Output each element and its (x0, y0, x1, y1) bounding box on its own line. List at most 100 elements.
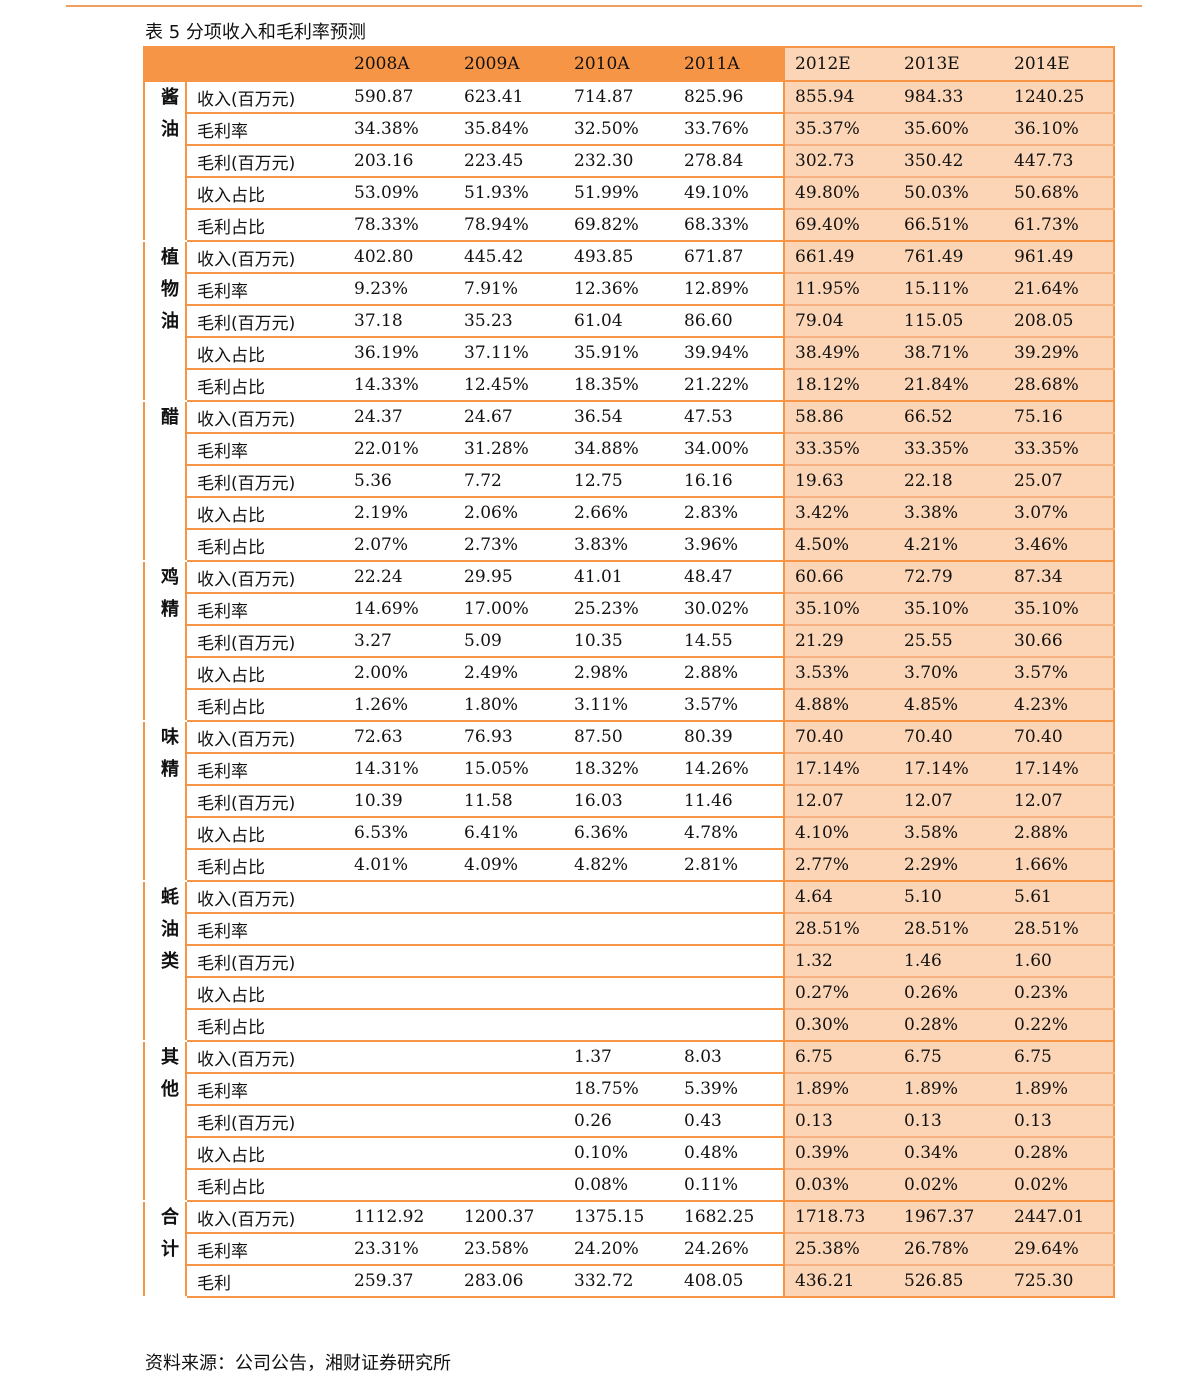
table-row: 毛利(百万元) 37.18 35.23 61.04 86.60 79.04 115.05 20… (144, 305, 1114, 338)
table-row: 毛利(百万元) 1.32 1.46 1.60 (144, 945, 1114, 978)
actual-value-cell: 0.26 (564, 1105, 674, 1138)
actual-value-cell: 223.45 (454, 145, 564, 178)
actual-value-cell: 18.35% (564, 369, 674, 402)
segment-label: 合计 (144, 1201, 187, 1298)
metric-label: 毛利占比 (186, 1169, 344, 1202)
metric-label: 毛利(百万元) (186, 145, 344, 178)
segment-label: 酱油 (144, 81, 187, 242)
estimate-value-cell: 1.32 (783, 945, 894, 978)
segment-name: 酱油 (161, 87, 179, 140)
estimate-value-cell: 38.49% (783, 337, 894, 370)
table-body: 2008A 2009A 2010A 2011A 2012E 2013E 2014E 酱油 收入(… (144, 47, 1114, 1298)
estimate-value-cell: 28.51% (783, 913, 894, 946)
actual-value-cell: 72.63 (344, 721, 454, 754)
estimate-value-cell: 0.13 (1004, 1105, 1114, 1138)
actual-value-cell: 6.36% (564, 817, 674, 850)
estimate-value-cell: 28.51% (1004, 913, 1114, 946)
estimate-value-cell: 208.05 (1004, 305, 1114, 338)
metric-label: 毛利率 (186, 593, 344, 626)
estimate-value-cell: 6.75 (1004, 1041, 1114, 1074)
metric-label: 收入(百万元) (186, 561, 344, 594)
metric-label: 毛利率 (186, 433, 344, 466)
actual-value-cell: 1.80% (454, 689, 564, 722)
table-row: 收入占比 2.19% 2.06% 2.66% 2.83% 3.42% 3.38% 3.07% (144, 497, 1114, 530)
estimate-value-cell: 3.53% (783, 657, 894, 690)
actual-value-cell: 51.93% (454, 177, 564, 210)
actual-value-cell (344, 881, 454, 914)
estimate-value-cell: 761.49 (894, 241, 1004, 274)
estimate-value-cell: 661.49 (783, 241, 894, 274)
actual-value-cell: 30.02% (674, 593, 784, 626)
table-row: 毛利占比 0.30% 0.28% 0.22% (144, 1009, 1114, 1042)
estimate-value-cell: 35.10% (1004, 593, 1114, 626)
actual-value-cell (344, 913, 454, 946)
actual-value-cell: 402.80 (344, 241, 454, 274)
actual-value-cell: 7.72 (454, 465, 564, 498)
actual-value-cell (564, 913, 674, 946)
actual-value-cell: 17.00% (454, 593, 564, 626)
actual-value-cell (454, 977, 564, 1010)
actual-value-cell: 15.05% (454, 753, 564, 786)
metric-label: 收入占比 (186, 1137, 344, 1170)
estimate-value-cell: 4.50% (783, 529, 894, 562)
table-row: 毛利率 23.31% 23.58% 24.20% 24.26% 25.38% 26.78% 2… (144, 1233, 1114, 1266)
estimate-value-cell: 984.33 (894, 81, 1004, 114)
actual-value-cell (344, 1169, 454, 1202)
table-row: 蚝油类 收入(百万元) 4.64 5.10 5.61 (144, 881, 1114, 1042)
table-row: 毛利率 14.31% 15.05% 18.32% 14.26% 17.14% 17.14% 1… (144, 753, 1114, 786)
actual-value-cell: 4.82% (564, 849, 674, 882)
actual-value-cell: 12.89% (674, 273, 784, 306)
actual-value-cell: 1.37 (564, 1041, 674, 1074)
actual-value-cell: 49.10% (674, 177, 784, 210)
actual-value-cell: 283.06 (454, 1265, 564, 1298)
actual-value-cell: 14.69% (344, 593, 454, 626)
actual-value-cell: 11.58 (454, 785, 564, 818)
estimate-value-cell: 3.58% (894, 817, 1004, 850)
actual-value-cell (454, 1073, 564, 1106)
metric-label: 毛利(百万元) (186, 305, 344, 338)
actual-value-cell: 4.09% (454, 849, 564, 882)
actual-value-cell: 18.75% (564, 1073, 674, 1106)
actual-value-cell: 80.39 (674, 721, 784, 754)
actual-value-cell: 493.85 (564, 241, 674, 274)
actual-value-cell: 78.94% (454, 209, 564, 242)
actual-value-cell (344, 1105, 454, 1138)
metric-label: 收入(百万元) (186, 401, 344, 434)
actual-value-cell (344, 1041, 454, 1074)
metric-label: 收入(百万元) (186, 1201, 344, 1234)
actual-value-cell: 47.53 (674, 401, 784, 434)
estimate-value-cell: 1718.73 (783, 1201, 894, 1234)
metric-label: 毛利(百万元) (186, 785, 344, 818)
actual-value-cell: 69.82% (564, 209, 674, 242)
actual-value-cell: 48.47 (674, 561, 784, 594)
estimate-value-cell: 3.57% (1004, 657, 1114, 690)
actual-value-cell: 3.83% (564, 529, 674, 562)
estimate-value-cell: 21.29 (783, 625, 894, 658)
table-row: 醋收入(百万元) 24.37 24.67 36.54 47.53 58.86 66.52 75… (144, 401, 1114, 562)
estimate-value-cell: 26.78% (894, 1233, 1004, 1266)
metric-label: 毛利(百万元) (186, 1105, 344, 1138)
estimate-value-cell: 69.40% (783, 209, 894, 242)
estimate-value-cell: 19.63 (783, 465, 894, 498)
table-row: 毛利率 14.69% 17.00% 25.23% 30.02% 35.10% 35.10% 3… (144, 593, 1114, 626)
actual-value-cell: 825.96 (674, 81, 784, 114)
segment-name: 鸡精 (161, 567, 179, 620)
estimate-value-cell: 1.66% (1004, 849, 1114, 882)
table-row: 其他 收入(百万元) 1.37 8.03 6.75 6.75 6.75 (144, 1041, 1114, 1202)
estimate-value-cell: 33.35% (783, 433, 894, 466)
actual-value-cell: 5.39% (674, 1073, 784, 1106)
estimate-value-cell: 0.03% (783, 1169, 894, 1202)
actual-value-cell: 14.26% (674, 753, 784, 786)
metric-label: 收入(百万元) (186, 241, 344, 274)
actual-value-cell: 10.35 (564, 625, 674, 658)
actual-value-cell: 2.66% (564, 497, 674, 530)
actual-value-cell (344, 945, 454, 978)
actual-value-cell (674, 881, 784, 914)
table-row: 毛利占比 2.07% 2.73% 3.83% 3.96% 4.50% 4.21% 3.46% (144, 529, 1114, 562)
metric-label: 毛利(百万元) (186, 625, 344, 658)
actual-value-cell (454, 945, 564, 978)
actual-value-cell: 8.03 (674, 1041, 784, 1074)
estimate-value-cell: 30.66 (1004, 625, 1114, 658)
actual-value-cell: 21.22% (674, 369, 784, 402)
estimate-value-cell: 87.34 (1004, 561, 1114, 594)
